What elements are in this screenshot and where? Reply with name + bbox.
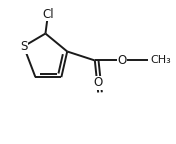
Text: Cl: Cl (42, 8, 54, 21)
Text: O: O (117, 54, 126, 67)
Text: CH₃: CH₃ (150, 55, 171, 66)
Text: O: O (94, 76, 103, 89)
Text: S: S (20, 40, 27, 53)
